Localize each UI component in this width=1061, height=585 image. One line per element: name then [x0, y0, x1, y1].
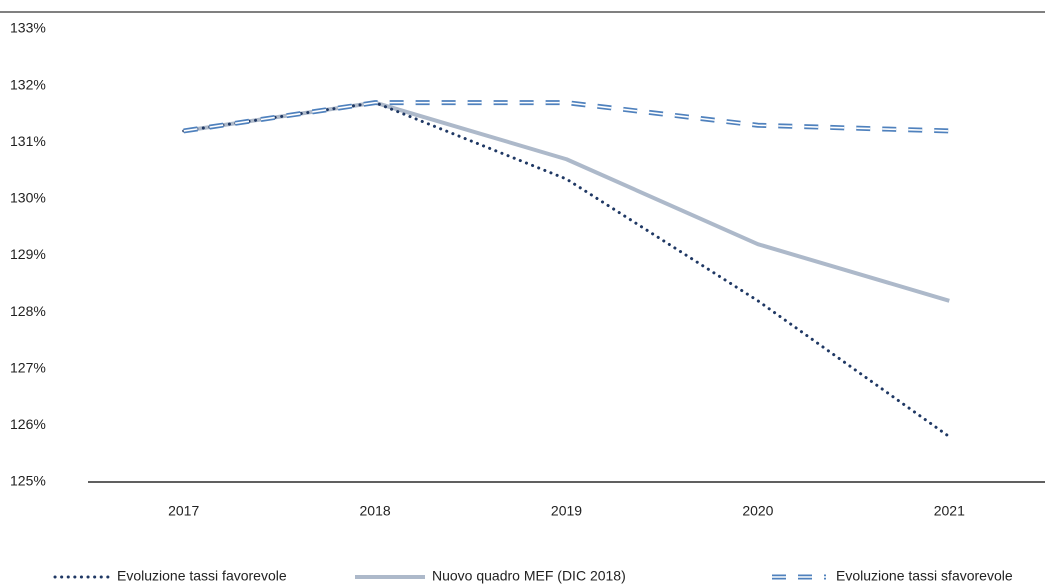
legend-label: Evoluzione tassi sfavorevole	[836, 568, 1013, 584]
x-tick-label: 2020	[742, 503, 773, 519]
line-series	[183, 100, 950, 303]
y-tick-label: 126%	[10, 416, 46, 432]
line-series	[183, 100, 950, 134]
x-tick-label: 2017	[168, 503, 199, 519]
y-tick-label: 131%	[10, 133, 46, 149]
y-tick-label: 127%	[10, 359, 46, 375]
line-series	[182, 101, 951, 439]
y-tick-label: 125%	[10, 473, 46, 489]
y-tick-label: 129%	[10, 246, 46, 262]
y-tick-label: 133%	[10, 20, 46, 36]
y-tick-label: 132%	[10, 76, 46, 92]
legend-label: Nuovo quadro MEF (DIC 2018)	[432, 568, 626, 584]
legend-label: Evoluzione tassi favorevole	[117, 568, 287, 584]
x-tick-label: 2021	[934, 503, 965, 519]
x-tick-label: 2019	[551, 503, 582, 519]
y-tick-label: 128%	[10, 303, 46, 319]
x-tick-label: 2018	[360, 503, 391, 519]
y-tick-label: 130%	[10, 190, 46, 206]
